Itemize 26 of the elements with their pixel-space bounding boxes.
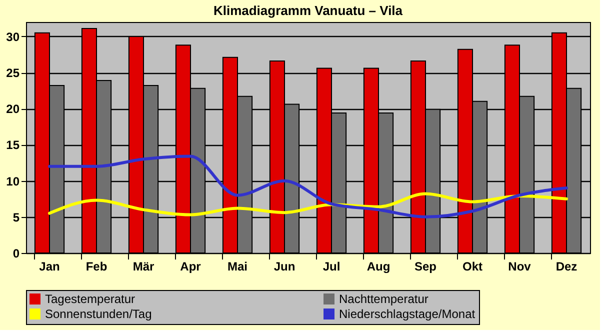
x-tick-label: Okt <box>462 260 483 274</box>
y-tick-label: 10 <box>6 174 20 188</box>
legend-label: Nachttemperatur <box>339 292 428 306</box>
legend-label: Sonnenstunden/Tag <box>45 307 152 321</box>
y-tick-label: 25 <box>6 66 20 80</box>
line-series <box>48 192 568 216</box>
x-tick-label: Jan <box>39 260 60 274</box>
line-series <box>48 154 568 218</box>
y-tick-label: 15 <box>6 138 20 152</box>
x-tick-label: Aug <box>366 260 390 274</box>
x-tick-label: Feb <box>86 260 108 274</box>
x-tick-label: Jun <box>274 260 296 274</box>
x-tick-label: Dez <box>556 260 578 274</box>
y-tick-label: 20 <box>6 102 20 116</box>
chart-title: Klimadiagramm Vanuatu – Vila <box>213 3 404 18</box>
x-tick-label: Apr <box>180 260 202 274</box>
y-tick-label: 5 <box>12 210 20 224</box>
legend-label: Niederschlagstage/Monat <box>339 307 476 321</box>
x-tick-label: Mai <box>227 260 248 274</box>
x-tick-label: Mär <box>132 260 154 274</box>
x-tick-label: Jul <box>322 260 340 274</box>
x-tick-label: Nov <box>508 260 532 274</box>
x-tick-label: Sep <box>414 260 437 274</box>
y-tick-label: 0 <box>12 246 20 260</box>
legend-label: Tagestemperatur <box>45 292 136 306</box>
y-tick-label: 30 <box>6 30 20 44</box>
